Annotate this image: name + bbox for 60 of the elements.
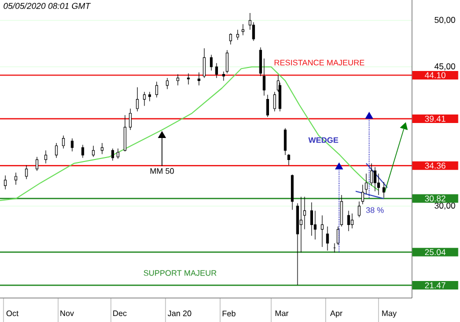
candlestick bbox=[148, 92, 152, 102]
ref-line-label: 25.04 bbox=[425, 249, 446, 256]
candlestick bbox=[273, 92, 276, 112]
candlestick bbox=[54, 142, 58, 158]
candlestick bbox=[198, 72, 200, 86]
annotation: 05/05/2020 08:01 GMT bbox=[4, 2, 91, 9]
candlestick bbox=[202, 48, 206, 78]
candlestick bbox=[310, 202, 314, 236]
candlestick bbox=[100, 142, 104, 154]
candlestick bbox=[287, 154, 290, 166]
ref-line-label: 44.10 bbox=[424, 72, 446, 78]
candlestick bbox=[370, 163, 373, 186]
ref-line-label: 39.41 bbox=[424, 116, 446, 122]
candlestick bbox=[259, 47, 262, 76]
candlestick bbox=[364, 173, 368, 194]
candlestick bbox=[340, 194, 343, 227]
candlestick bbox=[143, 92, 146, 106]
candlestick bbox=[166, 78, 169, 90]
candlestick bbox=[36, 156, 38, 172]
candlestick bbox=[14, 172, 18, 186]
candlestick bbox=[314, 210, 317, 240]
candlestick bbox=[284, 128, 287, 156]
candlestick bbox=[176, 74, 180, 86]
candlestick bbox=[300, 196, 302, 253]
candlestick bbox=[25, 164, 28, 180]
candlestick bbox=[116, 148, 120, 160]
candlestick bbox=[62, 135, 65, 149]
candlestick bbox=[155, 81, 158, 98]
candlestick bbox=[70, 138, 74, 152]
y-tick-label: 50,00 bbox=[434, 16, 456, 24]
candlestick bbox=[361, 184, 364, 205]
y-tick-label: 45,00 bbox=[434, 63, 456, 70]
candlestick bbox=[262, 58, 266, 96]
candlestick bbox=[136, 86, 139, 112]
candlestick bbox=[347, 210, 350, 232]
candlestick bbox=[92, 145, 95, 158]
candlestick bbox=[128, 108, 132, 130]
candlestick bbox=[81, 144, 84, 158]
ref-line-label: 30.82 bbox=[424, 195, 446, 202]
candlestick bbox=[266, 94, 269, 118]
candlestick bbox=[242, 24, 244, 36]
candlestick bbox=[326, 226, 329, 251]
candlestick bbox=[187, 73, 190, 85]
candlestick bbox=[124, 114, 126, 152]
candlestick bbox=[382, 182, 386, 198]
y-tick-label: 30,00 bbox=[434, 202, 456, 210]
ref-line-label: 21.47 bbox=[425, 282, 446, 288]
candlestick bbox=[4, 175, 7, 190]
candlestick bbox=[320, 215, 324, 248]
ref-line-label: 34.36 bbox=[424, 162, 446, 169]
candlestick bbox=[229, 33, 232, 45]
candlestick bbox=[44, 150, 48, 164]
candlestick bbox=[210, 54, 213, 71]
candlestick bbox=[111, 148, 114, 161]
line-series bbox=[0, 66, 380, 202]
candlestick bbox=[374, 166, 376, 192]
candlestick bbox=[358, 201, 361, 218]
candlestick bbox=[236, 29, 240, 40]
candlestick bbox=[350, 213, 354, 229]
candlestick bbox=[215, 62, 218, 78]
